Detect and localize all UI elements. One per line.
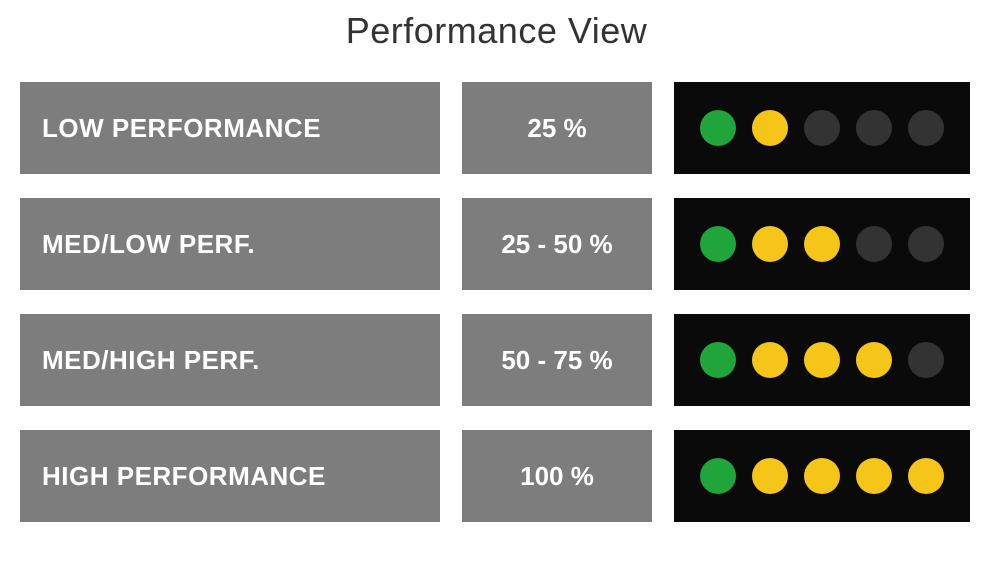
indicator-dot xyxy=(804,226,840,262)
indicator-dot xyxy=(752,342,788,378)
indicator-dot xyxy=(752,226,788,262)
indicator-dot xyxy=(908,110,944,146)
performance-label-text: MED/HIGH PERF. xyxy=(42,345,260,376)
indicator-dot xyxy=(700,226,736,262)
indicator-dot xyxy=(856,342,892,378)
performance-label-text: MED/LOW PERF. xyxy=(42,229,255,260)
performance-label-block: MED/LOW PERF. xyxy=(20,198,440,290)
indicator-dot xyxy=(908,458,944,494)
performance-indicator xyxy=(674,198,970,290)
performance-label-block: HIGH PERFORMANCE xyxy=(20,430,440,522)
performance-label-block: LOW PERFORMANCE xyxy=(20,82,440,174)
indicator-dot xyxy=(804,342,840,378)
indicator-dot xyxy=(804,458,840,494)
performance-row: MED/LOW PERF. 25 - 50 % xyxy=(20,198,973,290)
indicator-dot xyxy=(700,458,736,494)
performance-row: HIGH PERFORMANCE 100 % xyxy=(20,430,973,522)
indicator-dot xyxy=(856,226,892,262)
indicator-dot xyxy=(752,110,788,146)
performance-percent-block: 50 - 75 % xyxy=(462,314,652,406)
indicator-dot xyxy=(856,458,892,494)
performance-percent-block: 25 % xyxy=(462,82,652,174)
performance-percent-block: 100 % xyxy=(462,430,652,522)
indicator-dot xyxy=(752,458,788,494)
indicator-dot xyxy=(804,110,840,146)
indicator-dot xyxy=(700,110,736,146)
performance-indicator xyxy=(674,430,970,522)
performance-label-block: MED/HIGH PERF. xyxy=(20,314,440,406)
performance-percent-text: 25 - 50 % xyxy=(501,229,612,260)
indicator-dot xyxy=(908,342,944,378)
page-title: Performance View xyxy=(20,10,973,52)
performance-row: LOW PERFORMANCE 25 % xyxy=(20,82,973,174)
indicator-dot xyxy=(908,226,944,262)
indicator-dot xyxy=(856,110,892,146)
performance-indicator xyxy=(674,314,970,406)
performance-percent-text: 100 % xyxy=(520,461,594,492)
performance-percent-text: 25 % xyxy=(527,113,586,144)
performance-percent-block: 25 - 50 % xyxy=(462,198,652,290)
indicator-dot xyxy=(700,342,736,378)
performance-label-text: LOW PERFORMANCE xyxy=(42,113,321,144)
performance-rows: LOW PERFORMANCE 25 % MED/LOW PERF. 25 - … xyxy=(20,82,973,522)
performance-row: MED/HIGH PERF. 50 - 75 % xyxy=(20,314,973,406)
performance-indicator xyxy=(674,82,970,174)
performance-label-text: HIGH PERFORMANCE xyxy=(42,461,326,492)
performance-percent-text: 50 - 75 % xyxy=(501,345,612,376)
